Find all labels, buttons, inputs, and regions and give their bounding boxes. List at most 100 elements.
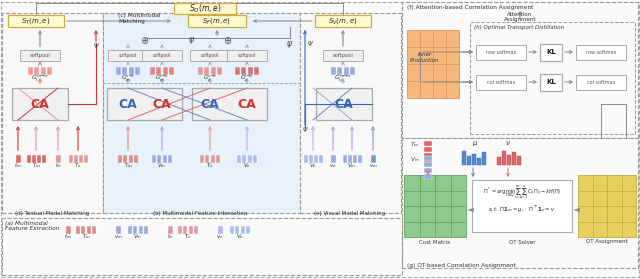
Text: Cost Matrix: Cost Matrix — [419, 239, 451, 244]
Bar — [424, 168, 432, 173]
Bar — [198, 67, 204, 75]
Bar — [178, 226, 182, 234]
Bar — [144, 226, 148, 234]
Text: $T_m$: $T_m$ — [81, 233, 90, 241]
Bar — [344, 67, 349, 75]
Bar — [184, 226, 188, 234]
Text: $T_m$: $T_m$ — [124, 162, 132, 170]
Text: $G_e^{v\!\rightarrow\! t}$: $G_e^{v\!\rightarrow\! t}$ — [203, 74, 217, 84]
Text: $V_m$: $V_m$ — [157, 162, 166, 170]
Text: CA: CA — [237, 97, 257, 110]
Bar — [371, 155, 376, 163]
Text: (g) OT-based Correlation Assignment: (g) OT-based Correlation Assignment — [407, 263, 516, 268]
Text: CA: CA — [118, 97, 138, 110]
Text: $G_v^{m\!\rightarrow\! e}$: $G_v^{m\!\rightarrow\! e}$ — [334, 74, 352, 84]
Bar — [56, 155, 61, 163]
Text: $\psi$: $\psi$ — [93, 40, 99, 49]
Text: $S_V(m,e)$: $S_V(m,e)$ — [328, 16, 358, 26]
Bar — [65, 226, 70, 234]
Text: KL: KL — [546, 49, 556, 55]
Bar — [12, 88, 68, 120]
Bar — [152, 155, 156, 163]
Bar — [348, 155, 351, 163]
Text: $V_m$: $V_m$ — [410, 156, 420, 164]
Bar — [578, 175, 636, 237]
Text: $v_m$: $v_m$ — [369, 162, 378, 170]
Bar — [300, 13, 401, 213]
Bar — [424, 147, 432, 152]
Text: Attention: Attention — [508, 11, 532, 16]
Text: (c) Multimodal: (c) Multimodal — [118, 13, 161, 18]
Text: softpool: softpool — [238, 53, 256, 58]
Bar — [8, 15, 64, 27]
Bar — [31, 155, 35, 163]
Text: $\oplus$: $\oplus$ — [223, 35, 232, 47]
Bar — [470, 22, 635, 134]
Bar — [404, 175, 466, 237]
Text: $G_m^{t\!\rightarrow\! v}$: $G_m^{t\!\rightarrow\! v}$ — [155, 74, 169, 84]
Bar — [168, 155, 172, 163]
Text: CA: CA — [31, 97, 49, 110]
Bar — [353, 155, 356, 163]
Bar — [129, 67, 134, 75]
Bar — [576, 75, 626, 90]
Text: $t_e$: $t_e$ — [55, 162, 61, 170]
Bar — [407, 30, 459, 98]
Bar — [217, 67, 222, 75]
Text: $S_O(m,e)$: $S_O(m,e)$ — [189, 2, 221, 15]
Bar — [118, 155, 122, 163]
Bar — [227, 50, 267, 61]
Bar — [402, 2, 638, 138]
Bar — [41, 67, 45, 75]
Text: (h) Optimal Transport Distillation: (h) Optimal Transport Distillation — [474, 25, 564, 30]
Bar — [236, 226, 239, 234]
Bar — [331, 67, 336, 75]
Bar — [576, 45, 626, 60]
Bar — [204, 67, 209, 75]
Bar — [192, 88, 267, 120]
Bar — [81, 226, 85, 234]
Bar — [190, 50, 230, 61]
Bar — [241, 67, 246, 75]
Text: $T_e$: $T_e$ — [74, 162, 82, 170]
Text: $T_m$: $T_m$ — [410, 141, 419, 150]
Bar — [163, 155, 166, 163]
Text: softpool: softpool — [29, 53, 51, 58]
Text: Matching: Matching — [118, 18, 145, 23]
Text: CA: CA — [200, 97, 220, 110]
Bar — [68, 155, 72, 163]
Text: $\psi$: $\psi$ — [301, 126, 308, 134]
Bar — [323, 50, 363, 61]
Text: row softmax: row softmax — [586, 49, 616, 54]
Text: Inner: Inner — [418, 52, 432, 57]
Bar — [330, 155, 335, 163]
Bar — [92, 226, 96, 234]
Bar — [163, 67, 168, 75]
Bar — [139, 226, 143, 234]
Text: row softmax: row softmax — [486, 49, 516, 54]
Text: col softmax: col softmax — [487, 80, 515, 85]
Bar — [47, 67, 52, 75]
Bar — [424, 162, 432, 167]
Bar — [482, 152, 486, 165]
Bar — [129, 155, 132, 163]
Bar — [216, 155, 220, 163]
Bar — [402, 138, 638, 268]
Bar — [246, 226, 250, 234]
Text: CA: CA — [152, 97, 172, 110]
Bar — [237, 155, 241, 163]
Bar — [124, 155, 127, 163]
Text: OT Solver: OT Solver — [509, 239, 535, 244]
Text: $G_e^{t\!\rightarrow\! v}$: $G_e^{t\!\rightarrow\! v}$ — [240, 74, 254, 84]
Bar — [424, 153, 432, 158]
Text: Production: Production — [410, 59, 440, 64]
Text: softpool: softpool — [333, 53, 353, 58]
Text: $\psi$: $\psi$ — [287, 39, 294, 49]
Bar — [194, 226, 198, 234]
Text: CA: CA — [335, 97, 353, 110]
Bar — [76, 226, 80, 234]
Bar — [36, 155, 40, 163]
Bar — [253, 155, 257, 163]
Bar — [540, 74, 562, 91]
Bar — [476, 75, 526, 90]
